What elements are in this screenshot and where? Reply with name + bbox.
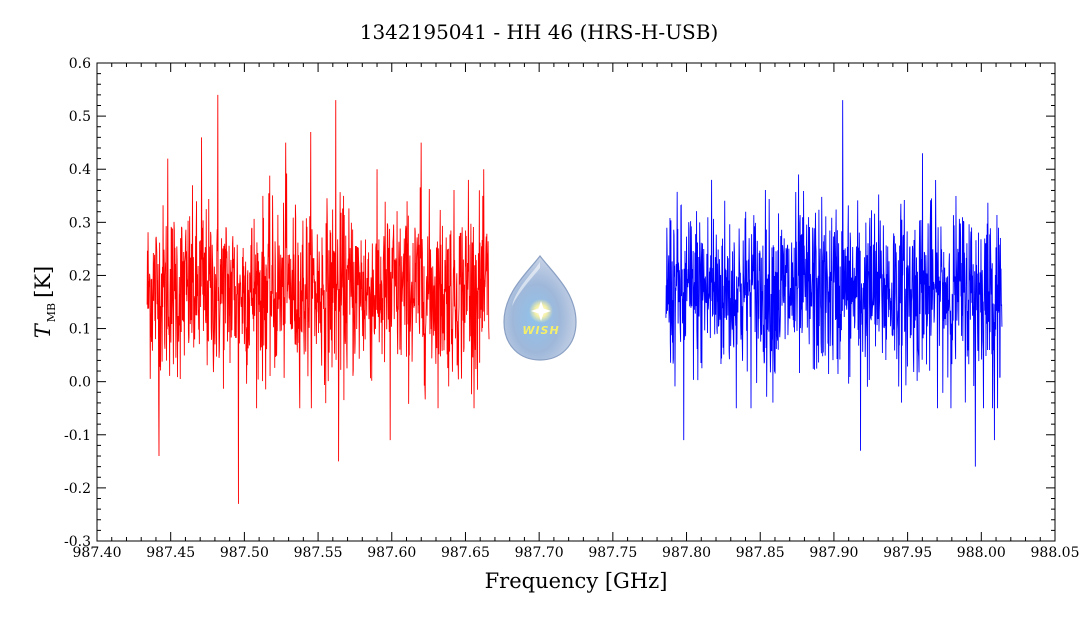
x-tick-label: 987.95 xyxy=(883,545,932,561)
x-tick-label: 987.75 xyxy=(588,545,637,561)
x-tick-label: 987.70 xyxy=(515,545,564,561)
y-axis-label: TMB [K] xyxy=(31,266,58,338)
x-tick-label: 987.80 xyxy=(662,545,711,561)
x-axis-label: Frequency [GHz] xyxy=(485,569,668,593)
x-tick-label: 988.05 xyxy=(1031,545,1080,561)
axis-ticks xyxy=(96,62,1056,542)
x-tick-labels: 987.40 987.45 987.50 987.55 987.60 987.65 987.… xyxy=(73,545,1080,561)
x-tick-label: 987.65 xyxy=(441,545,490,561)
y-tick-label: 0.0 xyxy=(69,375,91,391)
logo-text: WISH xyxy=(522,324,559,337)
y-tick-labels: -0.3 -0.2 -0.1 0.0 0.1 0.2 0.3 0.4 0.5 0.6 xyxy=(64,56,91,550)
x-tick-label: 987.85 xyxy=(736,545,785,561)
x-tick-label: 987.55 xyxy=(294,545,343,561)
svg-text:TMB[K]: TMB [K] xyxy=(31,266,58,338)
spectrum-line-1 xyxy=(665,100,1003,467)
spectrum-series xyxy=(146,94,1003,504)
x-tick-label: 988.00 xyxy=(957,545,1006,561)
spectrum-line-0 xyxy=(146,94,490,504)
x-tick-label: 987.60 xyxy=(367,545,416,561)
y-tick-label: 0.6 xyxy=(69,56,91,72)
plot-frame xyxy=(96,62,1056,542)
y-tick-label: -0.2 xyxy=(64,481,91,497)
chart-title: 1342195041 - HH 46 (HRS-H-USB) xyxy=(360,20,719,44)
y-axis-label-main: T xyxy=(31,322,55,338)
y-tick-label: 0.2 xyxy=(69,268,91,284)
y-axis-label-unit: [K] xyxy=(31,266,55,298)
x-tick-label: 987.45 xyxy=(146,545,195,561)
y-tick-label: 0.1 xyxy=(69,322,91,338)
y-tick-label: 0.3 xyxy=(69,215,91,231)
wish-logo-drop-icon: WISH xyxy=(503,255,577,361)
x-tick-label: 987.50 xyxy=(220,545,269,561)
y-tick-label: 0.4 xyxy=(69,162,91,178)
x-tick-label: 987.90 xyxy=(809,545,858,561)
y-tick-label: -0.3 xyxy=(64,534,91,550)
y-axis-label-sub: MB xyxy=(45,303,58,322)
y-tick-label: -0.1 xyxy=(64,428,91,444)
x-tick-label: 987.40 xyxy=(73,545,122,561)
y-tick-label: 0.5 xyxy=(69,109,91,125)
